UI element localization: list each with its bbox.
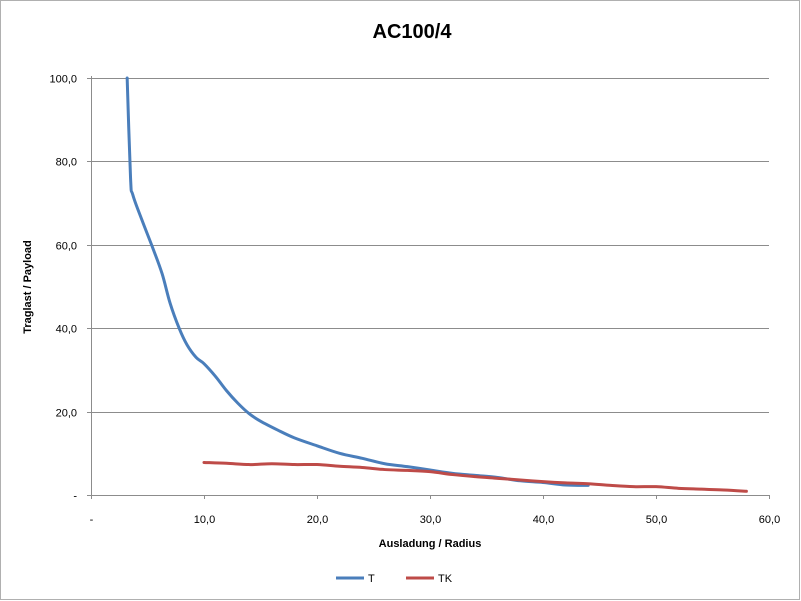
legend: T TK xyxy=(336,573,453,585)
chart-title: AC100/4 xyxy=(373,21,453,43)
x-tick-label-3: 30,0 xyxy=(420,514,441,526)
y-axis-label: Traglast / Payload xyxy=(22,240,34,334)
x-tick-label-4: 40,0 xyxy=(533,514,554,526)
series-line-tk xyxy=(202,460,748,493)
y-tick-label-5: 100,0 xyxy=(49,74,77,86)
axes xyxy=(87,76,770,499)
y-tick-label-0: - xyxy=(73,491,77,503)
tick-labels: - 20,0 40,0 60,0 80,0 100,0 - 10,0 20,0 30,0 40,0 5… xyxy=(49,74,780,527)
grid-lines xyxy=(91,78,769,413)
legend-label-t: T xyxy=(368,573,375,585)
x-tick-label-5: 50,0 xyxy=(646,514,667,526)
y-tick-label-4: 80,0 xyxy=(56,157,77,169)
y-tick-label-2: 40,0 xyxy=(56,324,77,336)
x-tick-label-2: 20,0 xyxy=(307,514,328,526)
series-lines xyxy=(125,76,748,493)
y-tick-label-3: 60,0 xyxy=(56,241,77,253)
legend-label-tk: TK xyxy=(438,573,453,585)
y-tick-label-1: 20,0 xyxy=(56,408,77,420)
x-tick-label-6: 60,0 xyxy=(759,514,780,526)
x-tick-label-0: - xyxy=(90,514,94,526)
x-tick-label-1: 10,0 xyxy=(194,514,215,526)
x-axis-label: Ausladung / Radius xyxy=(379,538,482,550)
